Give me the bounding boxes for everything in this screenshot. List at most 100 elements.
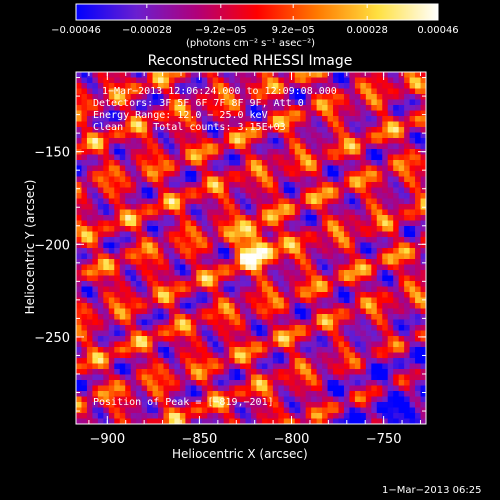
heatmap-pixel — [387, 363, 394, 370]
heatmap-pixel — [349, 231, 356, 238]
heatmap-pixel — [305, 182, 312, 189]
heatmap-pixel — [201, 380, 208, 387]
heatmap-pixel — [152, 358, 159, 365]
heatmap-pixel — [261, 72, 269, 79]
heatmap-pixel — [163, 171, 170, 178]
heatmap-pixel — [185, 374, 192, 381]
heatmap-pixel — [251, 264, 258, 271]
heatmap-pixel — [278, 396, 285, 403]
heatmap-pixel — [349, 380, 356, 387]
heatmap-pixel — [354, 297, 361, 304]
heatmap-pixel — [272, 237, 279, 244]
heatmap-pixel — [163, 187, 170, 194]
heatmap-pixel — [261, 165, 269, 172]
heatmap-pixel — [125, 418, 132, 424]
heatmap-pixel — [207, 336, 214, 343]
heatmap-pixel — [327, 88, 334, 95]
heatmap-pixel — [305, 198, 312, 205]
heatmap-pixel — [343, 237, 351, 244]
heatmap-pixel — [371, 292, 378, 299]
heatmap-pixel — [92, 116, 99, 123]
heatmap-pixel — [141, 154, 148, 161]
heatmap-pixel — [387, 369, 394, 376]
heatmap-pixel — [256, 226, 263, 233]
heatmap-pixel — [409, 275, 416, 282]
heatmap-pixel — [311, 88, 318, 95]
heatmap-pixel — [349, 116, 356, 123]
heatmap-pixel — [212, 149, 219, 156]
heatmap-pixel — [283, 72, 290, 79]
heatmap-pixel — [158, 94, 165, 101]
heatmap-pixel — [190, 308, 197, 315]
heatmap-pixel — [130, 154, 137, 161]
heatmap-pixel — [409, 319, 416, 326]
heatmap-pixel — [163, 358, 170, 365]
heatmap-pixel — [201, 391, 208, 398]
heatmap-pixel — [136, 275, 143, 282]
heatmap-pixel — [114, 127, 121, 134]
heatmap-pixel — [354, 286, 361, 293]
heatmap-pixel — [267, 88, 274, 95]
heatmap-pixel — [283, 116, 290, 123]
heatmap-pixel — [136, 198, 143, 205]
heatmap-pixel — [119, 193, 126, 200]
heatmap-pixel — [81, 292, 88, 299]
heatmap-pixel — [349, 165, 356, 172]
heatmap-pixel — [327, 127, 334, 134]
heatmap-pixel — [201, 138, 208, 145]
heatmap-pixel — [201, 182, 208, 189]
heatmap-pixel — [311, 325, 318, 332]
heatmap-pixel — [125, 237, 132, 244]
heatmap-pixel — [201, 110, 208, 117]
heatmap-pixel — [201, 347, 208, 354]
heatmap-pixel — [212, 220, 219, 227]
heatmap-pixel — [261, 215, 269, 222]
heatmap-pixel — [360, 209, 367, 216]
heatmap-pixel — [322, 204, 329, 211]
heatmap-pixel — [163, 286, 170, 293]
heatmap-pixel — [294, 374, 301, 381]
heatmap-pixel — [322, 418, 329, 424]
heatmap-pixel — [267, 72, 274, 79]
heatmap-pixel — [289, 94, 296, 101]
heatmap-pixel — [382, 187, 389, 194]
heatmap-pixel — [240, 380, 247, 387]
heatmap-pixel — [398, 226, 405, 233]
heatmap-pixel — [196, 281, 203, 288]
heatmap-pixel — [327, 314, 334, 321]
heatmap-pixel — [245, 198, 252, 205]
heatmap-pixel — [327, 110, 334, 117]
heatmap-pixel — [272, 396, 279, 403]
heatmap-pixel — [267, 308, 274, 315]
heatmap-pixel — [343, 374, 351, 381]
heatmap-pixel — [343, 330, 351, 337]
heatmap-pixel — [174, 259, 181, 266]
heatmap-pixel — [218, 237, 225, 244]
heatmap-pixel — [333, 171, 340, 178]
heatmap-pixel — [300, 275, 307, 282]
heatmap-pixel — [81, 237, 88, 244]
heatmap-pixel — [223, 72, 230, 79]
heatmap-pixel — [415, 143, 422, 150]
heatmap-pixel — [365, 83, 372, 90]
heatmap-pixel — [349, 99, 356, 106]
heatmap-pixel — [393, 160, 400, 167]
heatmap-pixel — [168, 154, 176, 161]
heatmap-pixel — [97, 248, 104, 255]
heatmap-pixel — [114, 286, 121, 293]
heatmap-pixel — [130, 248, 137, 255]
heatmap-pixel — [147, 402, 154, 409]
heatmap-pixel — [147, 374, 154, 381]
heatmap-pixel — [404, 297, 411, 304]
heatmap-pixel — [376, 171, 383, 178]
heatmap-pixel — [168, 193, 176, 200]
heatmap-pixel — [86, 116, 94, 123]
heatmap-pixel — [272, 132, 279, 139]
heatmap-pixel — [382, 215, 389, 222]
heatmap-pixel — [201, 418, 208, 424]
heatmap-pixel — [103, 237, 110, 244]
heatmap-pixel — [136, 352, 143, 359]
heatmap-pixel — [130, 110, 137, 117]
heatmap-pixel — [393, 413, 400, 420]
heatmap-pixel — [333, 88, 340, 95]
